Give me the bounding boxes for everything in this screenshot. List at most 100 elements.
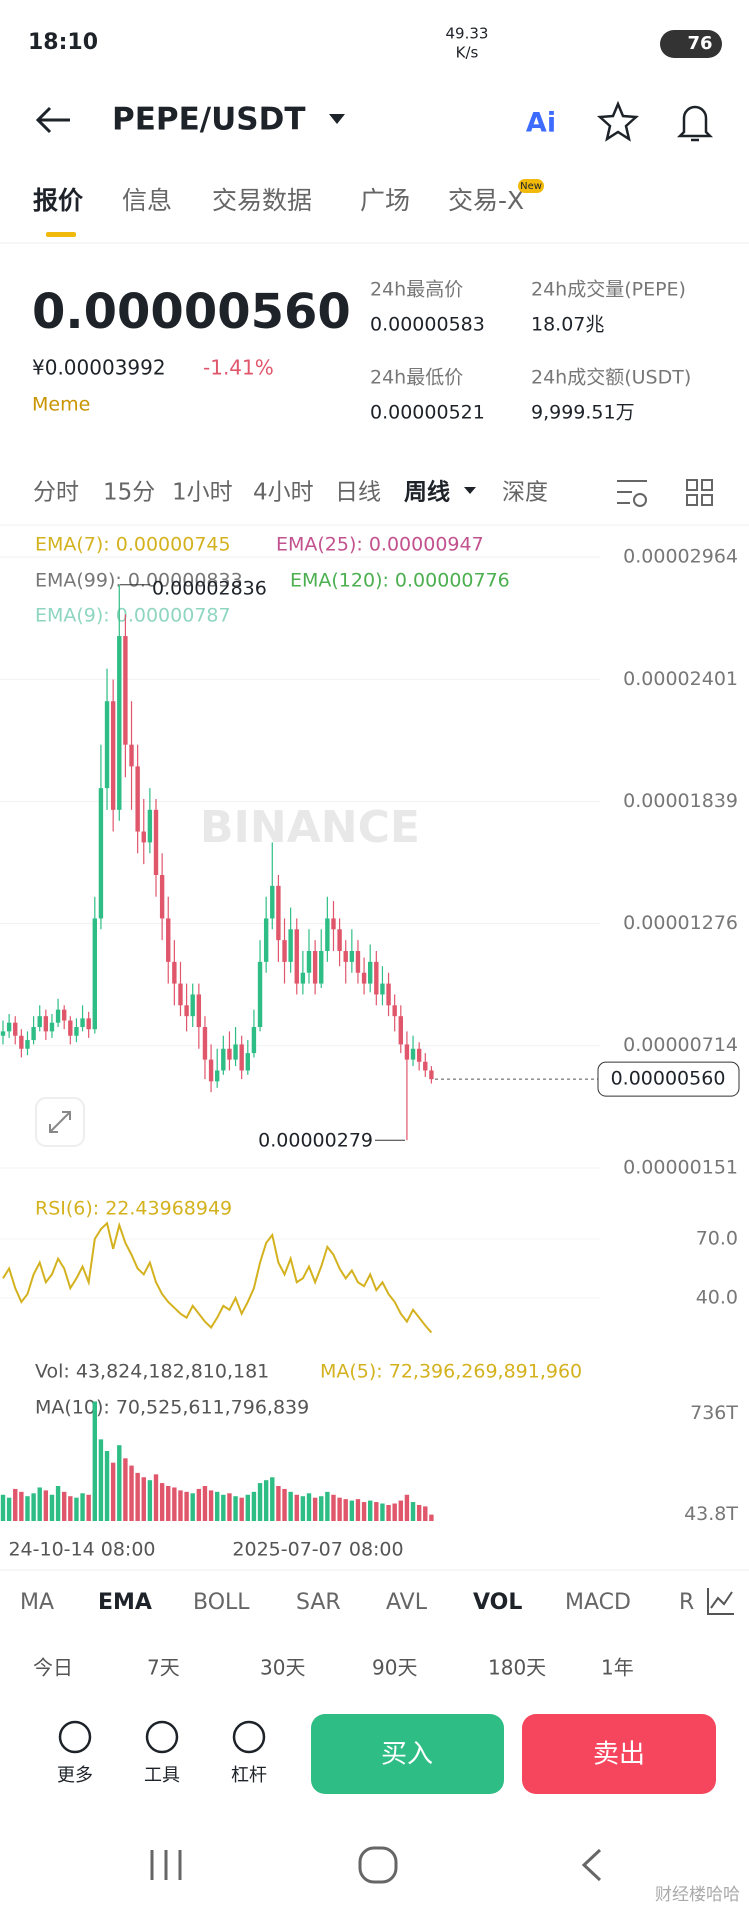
candle-body: [190, 994, 195, 1017]
candle-body: [49, 1022, 55, 1032]
indicator-tab[interactable]: SAR: [296, 1590, 341, 1615]
volume-bar: [25, 1496, 30, 1521]
volume-bar: [386, 1504, 391, 1521]
candle-body: [349, 951, 355, 962]
action-label[interactable]: 工具: [144, 1765, 180, 1786]
action-icon[interactable]: [58, 1720, 92, 1754]
interval[interactable]: 日线: [335, 480, 381, 506]
favorite-button[interactable]: [596, 100, 640, 142]
ma10-label: MA(10): 70,525,611,796,839: [35, 1397, 309, 1419]
candle-body: [215, 1070, 220, 1082]
candle-body: [98, 788, 104, 919]
volume-bar: [380, 1503, 385, 1521]
nav-recent[interactable]: [150, 1850, 182, 1880]
indicator-tab[interactable]: BOLL: [193, 1590, 250, 1615]
layout-button[interactable]: [686, 479, 713, 506]
y-tick-label: 0.00002964: [623, 546, 738, 568]
volume-bar: [159, 1483, 165, 1521]
sell-button[interactable]: [522, 1714, 716, 1794]
candle-body: [410, 1048, 416, 1060]
candle-body: [19, 1035, 24, 1049]
candle-body: [263, 918, 269, 962]
alert-button[interactable]: [676, 105, 714, 142]
indicator-tab[interactable]: AVL: [386, 1590, 428, 1615]
sell-label[interactable]: 卖出: [593, 1740, 645, 1770]
volume-bar: [257, 1483, 263, 1521]
indicator-tab[interactable]: EMA: [98, 1590, 152, 1615]
candle-body: [312, 951, 318, 984]
volume-bar: [74, 1497, 79, 1521]
candle-body: [257, 961, 263, 1028]
action-label[interactable]: 杠杆: [231, 1765, 267, 1786]
tab[interactable]: 信息: [122, 186, 172, 215]
indicator-tab[interactable]: MACD: [565, 1590, 631, 1615]
interval[interactable]: 4小时: [253, 480, 314, 506]
last-price-label: 0.00000560: [611, 1068, 726, 1090]
volume-bar: [398, 1500, 403, 1521]
stat-value: 18.07兆: [531, 314, 604, 336]
volume-bar: [6, 1497, 12, 1521]
action-icon[interactable]: [232, 1720, 266, 1754]
nav-back[interactable]: [581, 1848, 602, 1882]
ma5-label: MA(5): 72,396,269,891,960: [320, 1361, 582, 1383]
tab-indicator: [46, 232, 76, 237]
expand-button[interactable]: [35, 1097, 85, 1147]
tab[interactable]: 广场: [360, 186, 410, 215]
candle-body: [202, 1027, 208, 1060]
stat-label: 24h成交额(USDT): [531, 367, 691, 389]
candle-body: [25, 1040, 30, 1049]
action-icon[interactable]: [145, 1720, 179, 1754]
candle-body: [68, 1020, 73, 1036]
interval-dropdown[interactable]: [464, 487, 476, 494]
tab[interactable]: 交易数据: [212, 186, 312, 215]
min-label: 0.00000279: [258, 1130, 373, 1152]
indicator-tab[interactable]: MA: [20, 1590, 54, 1615]
volume-bar: [117, 1445, 122, 1521]
buy-button[interactable]: [311, 1714, 504, 1794]
indicator-tab[interactable]: R: [679, 1590, 694, 1615]
volume-bar: [355, 1499, 361, 1521]
candle-body: [74, 1027, 79, 1036]
candle-body: [80, 1018, 85, 1028]
pair-name[interactable]: PEPE/USDT: [112, 102, 306, 138]
pair-dropdown[interactable]: [329, 114, 345, 124]
tab[interactable]: 交易-X: [448, 186, 524, 215]
interval[interactable]: 周线: [404, 479, 450, 506]
candle-body: [43, 1016, 49, 1032]
back-button[interactable]: [35, 106, 70, 134]
indicator-tab[interactable]: VOL: [473, 1590, 522, 1615]
new-badge-bg: [518, 179, 544, 193]
stat-value: 0.00000583: [370, 314, 485, 336]
chart-settings[interactable]: [617, 480, 647, 507]
interval[interactable]: 分时: [33, 480, 79, 506]
interval[interactable]: 1小时: [172, 480, 233, 506]
ai-button[interactable]: Ai: [526, 108, 556, 139]
buy-label[interactable]: 买入: [381, 1740, 433, 1770]
volume-bar: [104, 1451, 110, 1521]
volume-bar: [0, 1494, 6, 1521]
stat-label: 24h最高价: [370, 279, 463, 301]
volume-bar: [86, 1494, 91, 1521]
volume-bar: [288, 1491, 293, 1521]
period-label: 180天: [488, 1656, 546, 1680]
action-label[interactable]: 更多: [57, 1765, 93, 1786]
tab[interactable]: 报价: [33, 186, 84, 215]
volume-bar: [325, 1491, 330, 1521]
volume-bar: [129, 1465, 134, 1521]
candle-body: [6, 1022, 12, 1032]
candle-body: [172, 961, 177, 984]
interval[interactable]: 深度: [502, 480, 548, 506]
volume-bar: [49, 1494, 55, 1521]
volume-bar: [68, 1496, 73, 1521]
candle-body: [300, 972, 306, 984]
nav-home[interactable]: [358, 1846, 398, 1884]
volume-bar: [184, 1491, 189, 1521]
indicator-settings[interactable]: [707, 1588, 734, 1615]
volume-bar: [92, 1401, 97, 1521]
interval[interactable]: 15分: [103, 480, 155, 506]
period-label: 今日: [33, 1656, 73, 1680]
candle-body: [325, 918, 330, 952]
volume-bar: [423, 1506, 428, 1521]
volume-bar: [245, 1494, 250, 1521]
